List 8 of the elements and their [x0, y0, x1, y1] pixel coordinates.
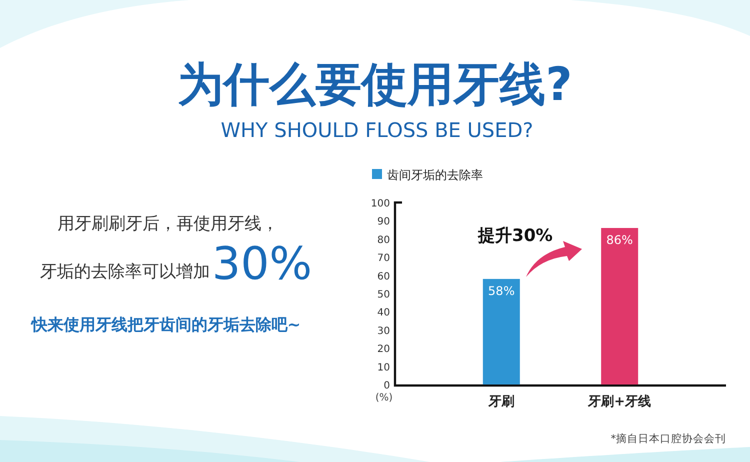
annotation: 牙垢的去除率可以增加 — [40, 262, 210, 282]
subtitle: WHY SHOULD FLOSS BE USED? — [220, 118, 534, 142]
title: 为什么要使用牙线? — [178, 57, 572, 111]
annotation: 提升30% — [478, 226, 553, 246]
annotation: 用牙刷刷牙后，再使用牙线， — [58, 214, 278, 234]
annotation: 快来使用牙线把牙齿间的牙垢去除吧~ — [31, 315, 301, 334]
annotation: *摘自日本口腔协会会刊 — [610, 433, 726, 445]
annotation: 30% — [212, 237, 312, 290]
